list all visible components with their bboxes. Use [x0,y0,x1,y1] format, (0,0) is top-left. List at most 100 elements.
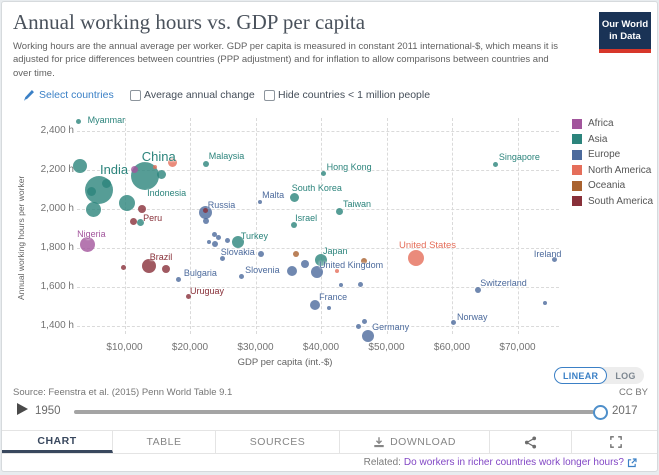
data-point-malaysia[interactable] [202,161,209,168]
avg-annual-change-checkbox[interactable] [130,90,141,101]
data-point[interactable] [293,250,300,257]
external-link-icon[interactable] [627,457,637,468]
select-countries-button[interactable]: Select countries [23,89,114,101]
pencil-icon [24,90,34,101]
data-point-peru[interactable] [138,205,147,213]
data-point[interactable] [120,265,126,270]
data-point[interactable] [356,324,362,330]
y-tick-label: 2,200 h [40,164,74,175]
related-link[interactable]: Do workers in richer countries work long… [403,457,624,468]
owid-logo[interactable]: Our World in Data [599,12,651,53]
data-point[interactable] [206,240,211,245]
data-point-slovakia[interactable] [257,250,264,257]
timeline-handle[interactable] [593,405,608,420]
legend-item-north_america[interactable]: North America [572,165,653,176]
tab-table[interactable]: TABLE [113,431,216,453]
data-point[interactable] [153,165,158,170]
tab-sources[interactable]: SOURCES [216,431,340,453]
data-point[interactable] [287,266,298,277]
data-point[interactable] [361,257,368,264]
data-point-hong-kong[interactable] [321,171,327,177]
data-point-ireland[interactable] [552,257,558,263]
data-point[interactable] [326,306,331,311]
license-badge[interactable]: CC BY [618,387,648,398]
data-point[interactable] [86,202,102,218]
country-label-uruguay: Uruguay [190,285,225,296]
select-countries-label: Select countries [39,89,114,101]
legend-item-asia[interactable]: Asia [572,134,653,145]
data-point-south-korea[interactable] [290,192,300,202]
data-point-nigeria[interactable] [79,236,95,252]
country-label-malaysia: Malaysia [208,151,245,162]
data-point[interactable] [167,157,177,167]
data-point-bulgaria[interactable] [176,276,182,282]
data-point[interactable] [219,256,225,262]
data-point-japan[interactable] [315,253,327,266]
country-label-brazil: Brazil [149,251,173,262]
play-icon[interactable] [17,403,28,415]
data-point[interactable] [212,231,218,237]
data-point[interactable] [225,237,231,243]
data-point[interactable] [334,269,339,274]
data-point[interactable] [129,218,137,226]
y-gridline [77,170,559,171]
data-point-israel[interactable] [291,221,298,228]
data-point[interactable] [203,208,209,214]
data-point[interactable] [300,259,309,268]
data-point-brazil[interactable] [141,258,156,273]
legend-item-south_america[interactable]: South America [572,196,653,207]
data-point[interactable] [131,165,139,173]
data-point[interactable] [357,281,363,287]
legend-item-oceania[interactable]: Oceania [572,180,653,191]
x-gridline [124,118,126,334]
data-point[interactable] [72,159,87,174]
country-label-indonesia: Indonesia [147,188,187,199]
data-point-germany[interactable] [362,329,375,342]
data-point[interactable] [137,219,145,227]
data-point-indonesia[interactable] [119,195,136,212]
timeline-slider[interactable] [74,410,594,414]
data-point[interactable] [101,178,111,188]
data-point[interactable] [215,234,221,240]
log-scale-button[interactable]: LOG [615,370,636,381]
hide-small-countries-checkbox[interactable] [264,90,275,101]
data-point-turkey[interactable] [231,236,244,249]
country-label-slovenia: Slovenia [245,265,280,276]
x-axis-title: GDP per capita (int.-$) [237,357,333,368]
country-label-ireland: Ireland [533,248,562,259]
x-gridline [517,118,519,334]
data-point-slovenia[interactable] [238,273,244,279]
data-point-singapore[interactable] [493,161,499,167]
legend-item-europe[interactable]: Europe [572,149,653,160]
data-point[interactable] [543,300,547,305]
data-point[interactable] [87,186,97,196]
related-prefix: Related: [363,457,401,468]
data-point[interactable] [156,170,166,180]
country-label-russia: Russia [207,199,236,210]
x-tick-label: $50,000 [368,342,405,353]
fullscreen-button[interactable] [572,431,657,453]
data-point-switzerland[interactable] [475,286,482,293]
data-point-malta[interactable] [258,200,263,205]
data-point-united-states[interactable] [407,249,424,266]
data-point[interactable] [338,283,343,288]
data-point[interactable] [161,265,170,274]
x-tick-label: $10,000 [106,342,143,353]
y-gridline [77,326,559,327]
data-point[interactable] [202,217,209,224]
y-tick-label: 1,800 h [40,242,74,253]
share-button[interactable] [490,431,572,453]
data-point[interactable] [361,318,367,324]
country-label-malta: Malta [262,190,285,201]
data-point-myanmar[interactable] [76,118,82,124]
legend-item-africa[interactable]: Africa [572,118,653,129]
data-point-norway[interactable] [451,319,457,325]
data-point-united-kingdom[interactable] [311,266,324,279]
data-point-taiwan[interactable] [336,208,344,216]
data-point-uruguay[interactable] [185,294,191,300]
data-point-france[interactable] [310,299,321,310]
tab-download[interactable]: DOWNLOAD [340,431,490,453]
linear-scale-button[interactable]: LINEAR [554,367,608,384]
data-point[interactable] [211,241,218,248]
tab-chart[interactable]: CHART [2,431,113,453]
